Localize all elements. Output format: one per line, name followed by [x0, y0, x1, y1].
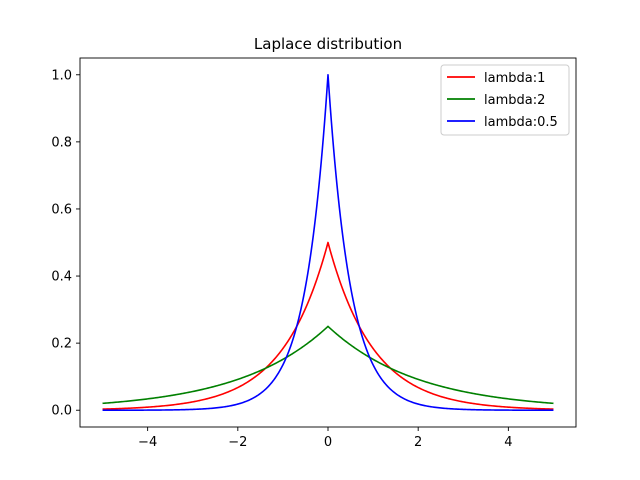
y-tick-label: 0.4: [51, 270, 72, 285]
legend-label: lambda:1: [484, 71, 545, 86]
x-tick-label: −4: [138, 435, 157, 450]
y-tick-label: 0.2: [51, 337, 72, 352]
series-line-lambda-2: [102, 325, 554, 405]
axes-layer: −4 −2 0 2 4 0.0 0.2 0.4 0.6 0.8 1.0: [51, 57, 577, 450]
x-tick-label: 4: [504, 435, 512, 450]
series-layer: [102, 73, 554, 412]
y-tick-label: 0.0: [51, 404, 72, 419]
x-tick-label: 2: [414, 435, 422, 450]
legend-box: [440, 64, 570, 136]
series-line-lambda-0-5: [102, 73, 554, 412]
legend-label: lambda:2: [484, 93, 545, 108]
x-tick-label: −2: [228, 435, 247, 450]
x-tick-label: 0: [324, 435, 332, 450]
y-tick-label: 0.8: [51, 135, 72, 150]
y-tick-label: 0.6: [51, 202, 72, 217]
legend-label: lambda:0.5: [484, 115, 558, 130]
series-line-lambda-1: [102, 241, 554, 410]
chart-title: Laplace distribution: [254, 35, 402, 53]
legend: lambda:1 lambda:2 lambda:0.5: [440, 64, 570, 136]
y-tick-label: 1.0: [51, 68, 72, 83]
